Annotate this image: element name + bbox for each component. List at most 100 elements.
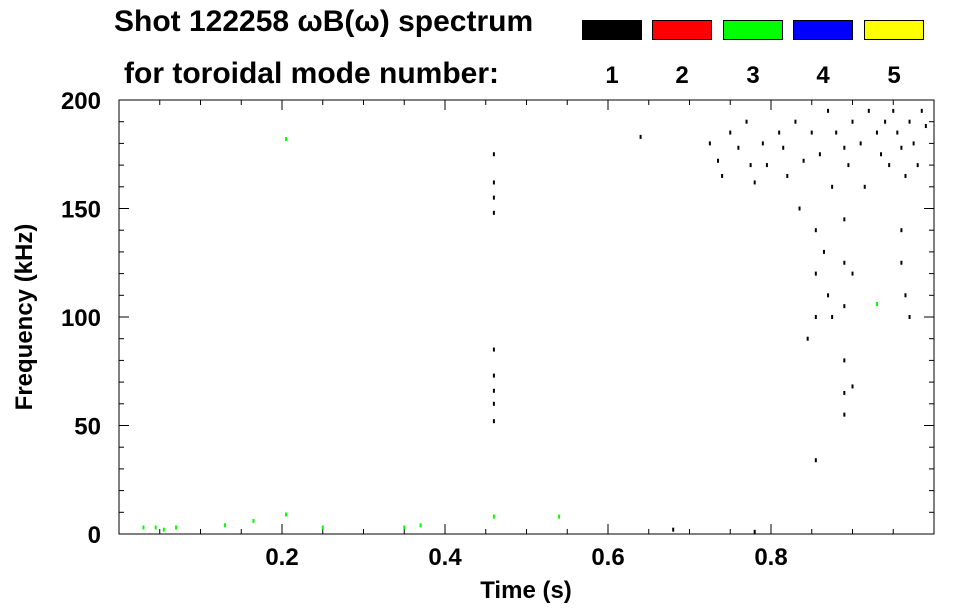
x-tick-label: 0.6 xyxy=(591,544,624,571)
legend-label-2: 2 xyxy=(675,62,689,89)
spectrum-point xyxy=(916,163,919,168)
tick-labels: 0.2 0.4 0.6 0.8 0 50 100 150 200 xyxy=(61,88,788,571)
spectrum-point xyxy=(162,527,165,532)
spectrum-point xyxy=(843,390,846,395)
spectrum-point xyxy=(753,529,756,534)
spectrum-point xyxy=(920,108,923,113)
spectrum-point xyxy=(721,173,724,178)
spectrum-point xyxy=(867,108,870,113)
spectrum-point xyxy=(737,145,740,150)
spectrum-point xyxy=(717,158,720,163)
spectrum-point xyxy=(827,108,830,113)
spectrum-point xyxy=(847,163,850,168)
spectrum-point xyxy=(814,228,817,233)
spectrum-point xyxy=(223,523,226,528)
spectrum-point xyxy=(814,315,817,319)
y-axis-label: Frequency (kHz) xyxy=(11,224,38,411)
legend-swatch-4 xyxy=(793,20,853,40)
spectrum-point xyxy=(492,210,495,215)
spectrum-point xyxy=(492,152,495,157)
spectrum-point xyxy=(896,130,899,135)
y-tick-label: 150 xyxy=(61,197,101,224)
spectrum-point xyxy=(285,512,288,517)
spectrum-point xyxy=(778,130,781,135)
spectrum-point xyxy=(908,119,911,124)
spectrum-point xyxy=(843,304,846,309)
spectrum-point xyxy=(321,525,324,530)
spectrum-point xyxy=(924,124,927,129)
x-axis-label: Time (s) xyxy=(480,577,572,604)
spectrum-point xyxy=(708,141,711,146)
legend-swatch-1 xyxy=(582,20,642,40)
spectrum-point xyxy=(810,130,813,135)
spectrum-point xyxy=(285,137,288,142)
x-tick-label: 0.4 xyxy=(428,544,462,571)
spectrum-point xyxy=(831,184,834,189)
legend-swatch-5 xyxy=(864,20,924,40)
spectrum-point xyxy=(814,458,817,463)
spectrum-point xyxy=(912,141,915,146)
spectrum-point xyxy=(753,180,756,185)
legend-label-5: 5 xyxy=(887,62,901,89)
spectrum-point xyxy=(843,412,846,417)
spectrum-point xyxy=(843,145,846,150)
spectrum-point xyxy=(859,141,862,146)
spectrum-point xyxy=(851,271,854,276)
spectrum-point xyxy=(142,525,145,530)
spectrum-point xyxy=(900,260,903,265)
spectrum-point xyxy=(900,228,903,233)
spectrum-point xyxy=(843,358,846,363)
spectrum-point xyxy=(892,108,895,113)
spectrum-point xyxy=(904,293,907,298)
x-tick-label: 0.2 xyxy=(265,544,298,571)
spectrum-point xyxy=(745,119,748,124)
y-tick-label: 200 xyxy=(61,88,101,115)
spectrum-point xyxy=(888,163,891,168)
spectrum-point xyxy=(154,525,157,530)
spectrum-point xyxy=(818,152,821,157)
spectrum-point xyxy=(558,514,561,519)
legend-label-4: 4 xyxy=(816,62,830,89)
chart-title-line1: Shot 122258 ωB(ω) spectrum xyxy=(114,5,534,38)
spectrum-point xyxy=(419,523,422,528)
spectrum-point xyxy=(880,152,883,157)
spectrum-point xyxy=(802,158,805,163)
spectrum-point xyxy=(843,260,846,265)
spectrum-point xyxy=(672,527,675,532)
spectrum-point xyxy=(492,388,495,393)
legend-swatch-2 xyxy=(652,20,712,40)
spectrum-point xyxy=(403,525,406,530)
spectrum-point xyxy=(765,163,768,168)
spectrum-point xyxy=(843,217,846,222)
spectrum-point xyxy=(761,141,764,146)
spectrum-point xyxy=(831,315,834,319)
spectrum-point xyxy=(639,134,642,139)
data-marks xyxy=(142,108,927,534)
spectrum-point xyxy=(884,119,887,124)
spectrum-point xyxy=(729,130,732,135)
legend-label-3: 3 xyxy=(746,62,760,89)
y-tick-label: 50 xyxy=(74,414,101,441)
spectrum-point xyxy=(492,401,495,406)
spectrum-point xyxy=(875,301,878,306)
spectrum-point xyxy=(904,173,907,178)
spectrum-point xyxy=(492,195,495,200)
spectrum-point xyxy=(782,145,785,150)
spectrum-point xyxy=(851,119,854,124)
spectrum-point xyxy=(492,347,495,352)
spectrum-point xyxy=(835,130,838,135)
spectrum-point xyxy=(806,336,809,341)
spectrum-point xyxy=(827,293,830,298)
legend-label-1: 1 xyxy=(605,62,619,89)
spectrum-point xyxy=(794,119,797,124)
spectrum-point xyxy=(798,206,801,211)
spectrum-point xyxy=(814,271,817,276)
y-tick-label: 0 xyxy=(88,522,101,549)
axis-ticks xyxy=(118,99,935,535)
spectrum-point xyxy=(492,373,495,378)
spectrum-point xyxy=(492,419,495,424)
spectrum-point xyxy=(863,184,866,189)
spectrum-point xyxy=(908,315,911,319)
spectrum-point xyxy=(492,180,495,185)
